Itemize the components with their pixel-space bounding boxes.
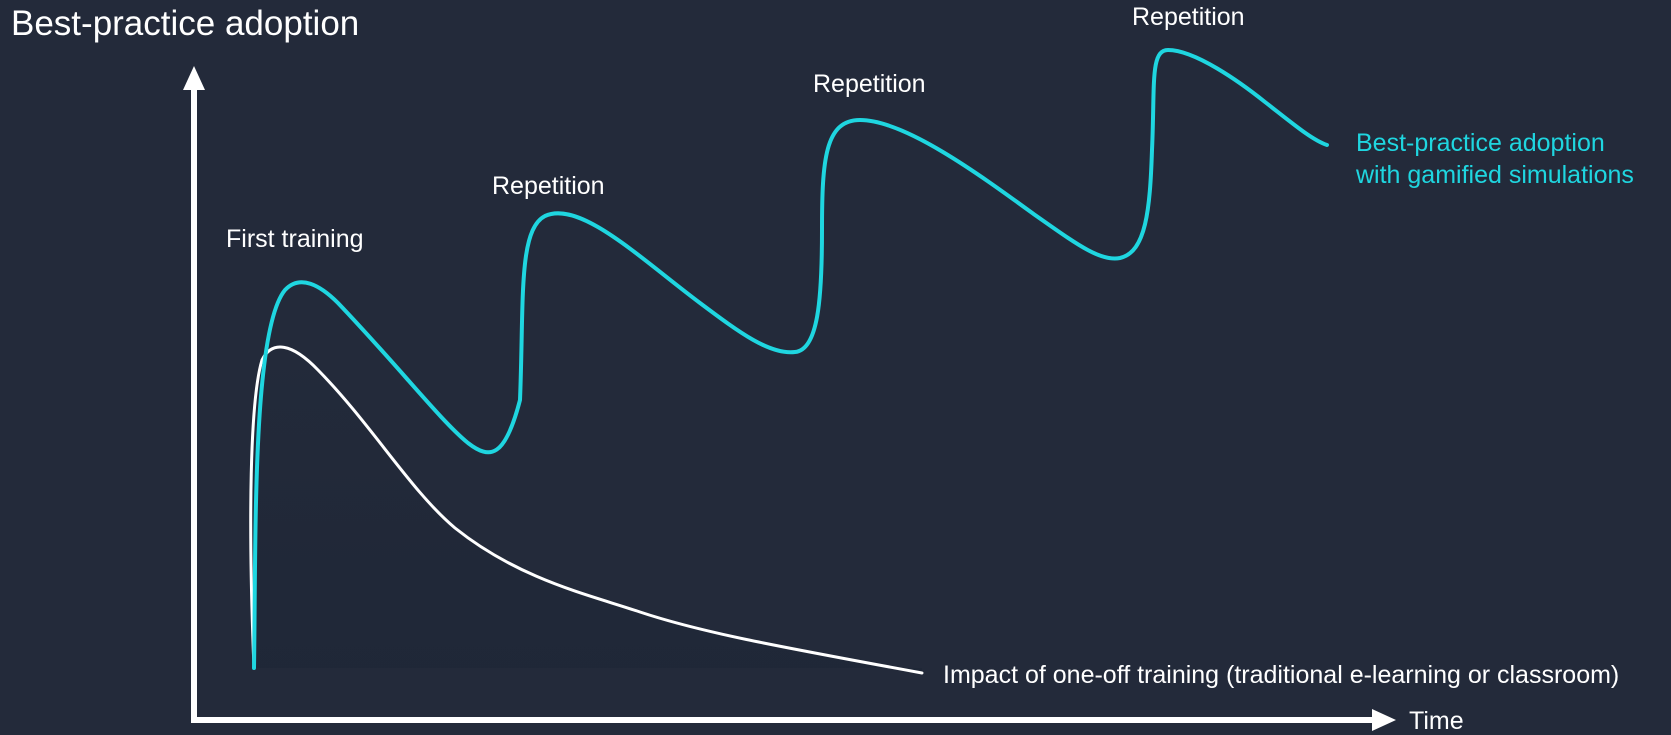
one-off-training-curve: [249, 345, 924, 675]
x-axis-arrowhead: [1372, 709, 1396, 731]
repetition-label-2: Repetition: [813, 70, 926, 98]
gamified-series-label: Best-practice adoption with gamified sim…: [1356, 127, 1634, 191]
gamified-series-label-line1: Best-practice adoption: [1356, 129, 1605, 157]
gamified-simulations-curve: [252, 48, 1329, 670]
diagram-title: Best-practice adoption: [11, 4, 360, 43]
one-off-series-label: Impact of one-off training (traditional …: [943, 661, 1620, 689]
repetition-label-1: Repetition: [492, 172, 605, 200]
repetition-label-3: Repetition: [1132, 3, 1245, 31]
x-axis-label: Time: [1409, 707, 1464, 735]
gamified-series-label-line2: with gamified simulations: [1356, 161, 1634, 189]
first-training-label: First training: [226, 225, 364, 253]
y-axis-arrowhead: [183, 66, 205, 90]
one-off-area: [250, 347, 922, 673]
